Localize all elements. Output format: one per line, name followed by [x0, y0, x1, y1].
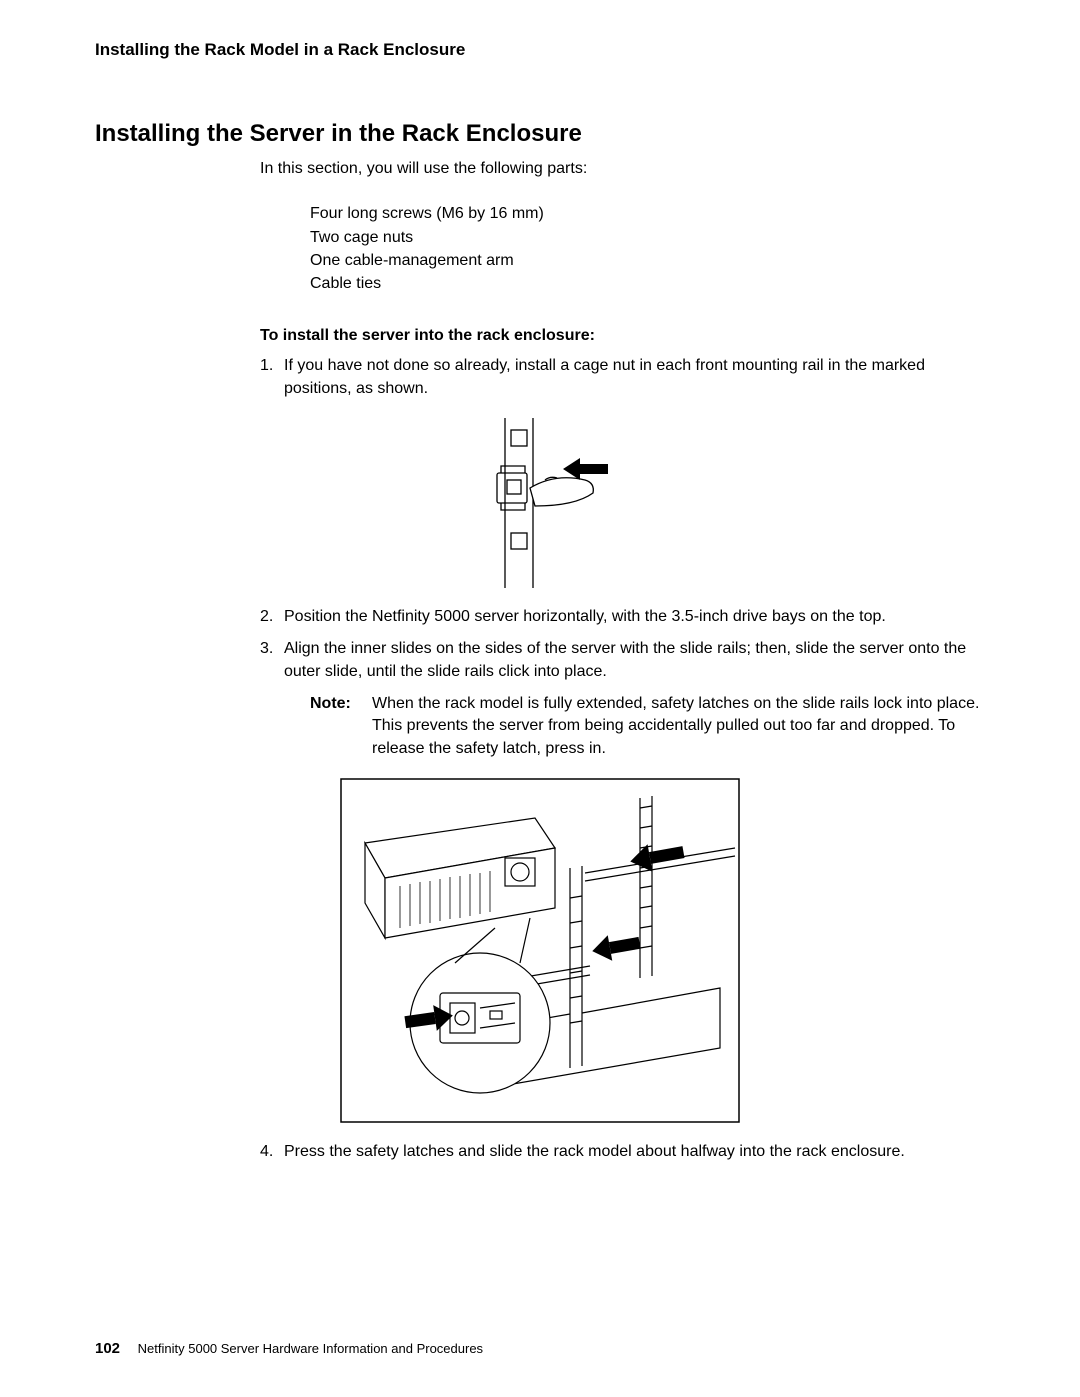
step-text: Align the inner slides on the sides of t… [284, 638, 985, 683]
part-item: Four long screws (M6 by 16 mm) [310, 202, 985, 225]
step-2: 2. Position the Netfinity 5000 server ho… [260, 606, 985, 628]
page-number: 102 [95, 1340, 120, 1357]
intro-text: In this section, you will use the follow… [260, 158, 985, 180]
figure-cage-nut [465, 418, 615, 588]
step-number: 1. [260, 355, 284, 400]
step-number: 3. [260, 638, 284, 683]
part-item: Cable ties [310, 272, 985, 295]
note: Note: When the rack model is fully exten… [310, 693, 985, 760]
step-1: 1. If you have not done so already, inst… [260, 355, 985, 400]
step-3: 3. Align the inner slides on the sides o… [260, 638, 985, 683]
part-item: Two cage nuts [310, 226, 985, 249]
part-item: One cable-management arm [310, 249, 985, 272]
page-footer: 102 Netfinity 5000 Server Hardware Infor… [95, 1340, 483, 1357]
note-text: When the rack model is fully extended, s… [372, 693, 985, 760]
note-label: Note: [310, 693, 372, 760]
procedure-subhead: To install the server into the rack encl… [260, 327, 985, 345]
step-text: Press the safety latches and slide the r… [284, 1141, 985, 1163]
step-number: 4. [260, 1141, 284, 1163]
running-header: Installing the Rack Model in a Rack Encl… [95, 40, 985, 60]
step-4: 4. Press the safety latches and slide th… [260, 1141, 985, 1163]
step-text: Position the Netfinity 5000 server horiz… [284, 606, 985, 628]
step-number: 2. [260, 606, 284, 628]
section-title: Installing the Server in the Rack Enclos… [95, 120, 985, 148]
footer-doc-title: Netfinity 5000 Server Hardware Informati… [138, 1341, 483, 1356]
figure-server-slide [340, 778, 740, 1123]
step-text: If you have not done so already, install… [284, 355, 985, 400]
parts-list: Four long screws (M6 by 16 mm) Two cage … [310, 202, 985, 295]
